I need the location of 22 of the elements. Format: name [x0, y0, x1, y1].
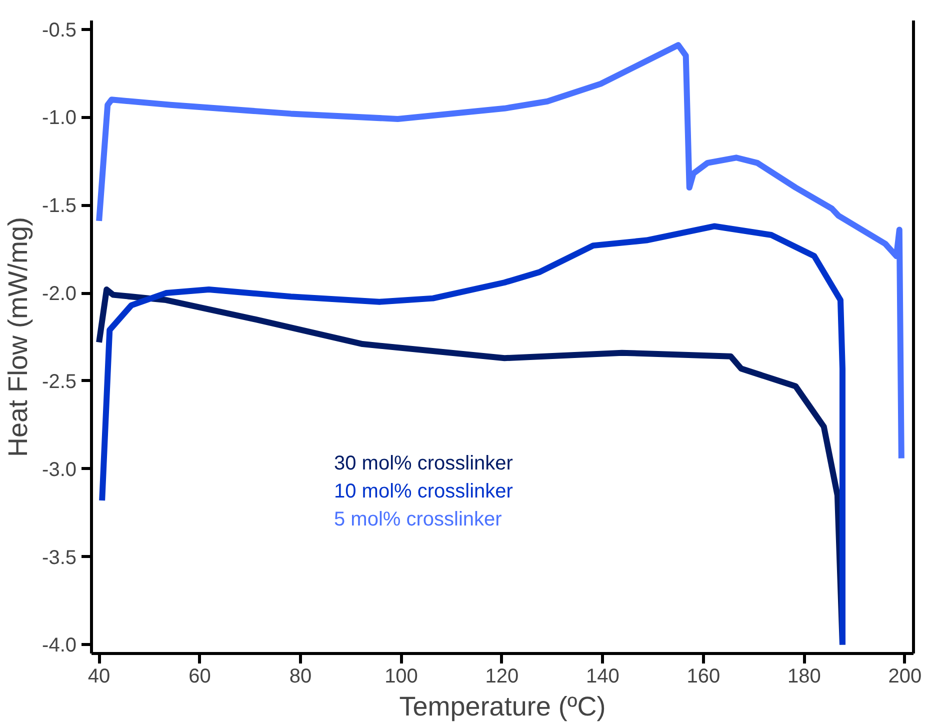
y-tick-label: -3.0 — [42, 458, 77, 481]
x-tick-label: 180 — [788, 666, 821, 688]
text: 5 mol% crosslinker — [334, 508, 502, 530]
text: 10 mol% crosslinker — [334, 480, 514, 502]
y-tick-label: -1.5 — [42, 195, 77, 218]
y-tick-label: -3.5 — [42, 546, 77, 569]
x-axis-title: Temperature (ºC) — [399, 692, 606, 722]
x-tick-label: 120 — [485, 666, 519, 688]
y-tick-label: -2.0 — [42, 283, 77, 306]
y-tick-label: -4.0 — [42, 634, 77, 657]
x-tick-label: 100 — [384, 666, 418, 688]
x-tick-label: 200 — [888, 666, 922, 688]
text: 30 mol% crosslinker — [334, 452, 514, 475]
x-tick-label: 40 — [88, 666, 110, 688]
x-tick-label: 80 — [289, 666, 312, 688]
y-tick-label: -2.5 — [42, 370, 77, 393]
y-axis-title: Heat Flow (mW/mg) — [3, 216, 34, 458]
x-tick-label: 160 — [686, 666, 720, 688]
x-tick-label: 60 — [188, 666, 211, 688]
y-tick-label: -1.0 — [42, 107, 77, 130]
y-tick-label: -0.5 — [42, 19, 77, 42]
x-tick-label: 140 — [586, 666, 620, 688]
